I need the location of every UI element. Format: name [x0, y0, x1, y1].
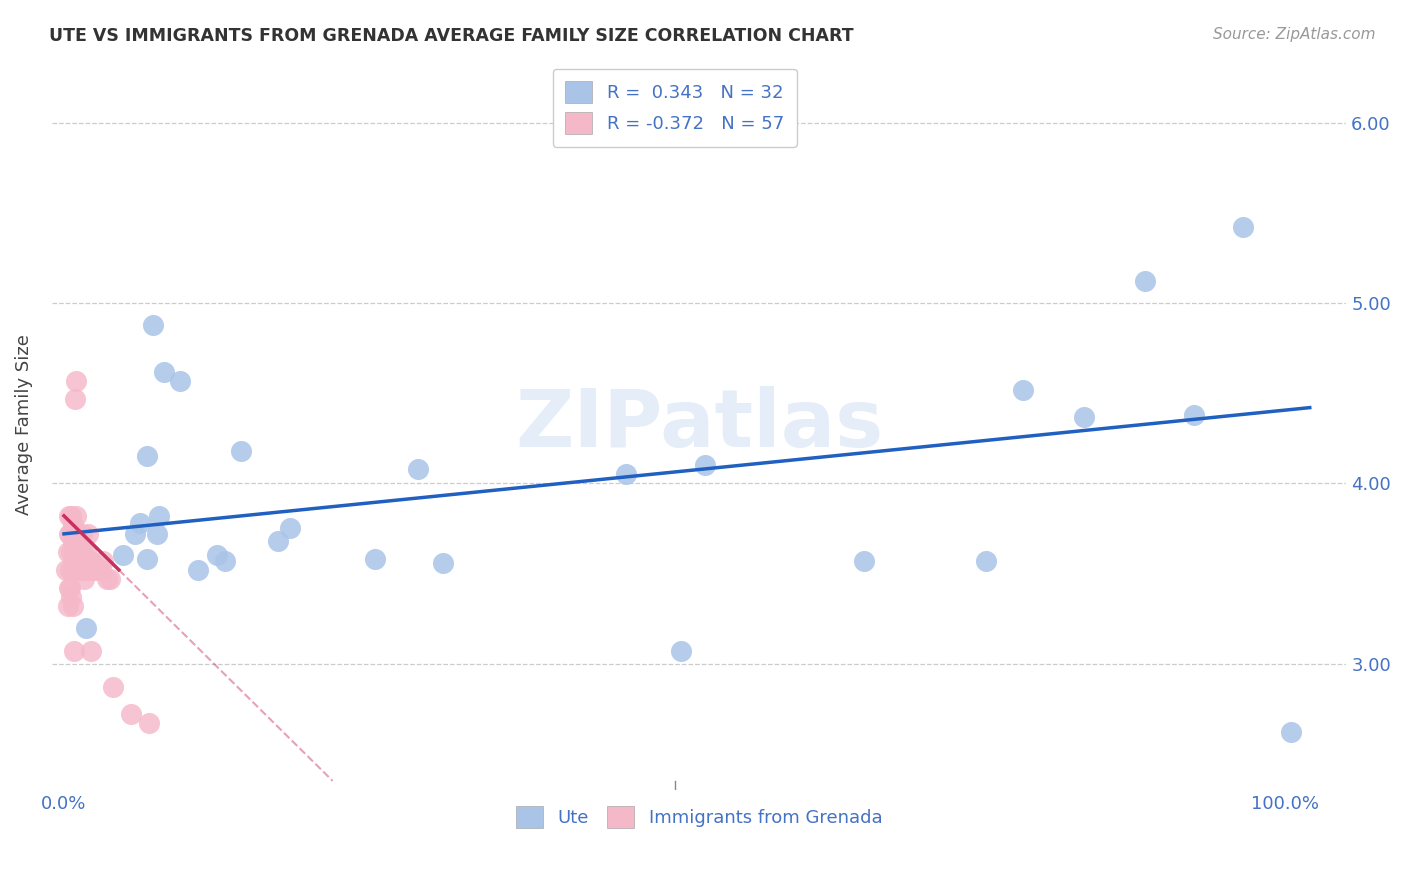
Point — [136, 450, 159, 464]
Point — [65, 554, 87, 568]
Point — [1011, 383, 1033, 397]
Point — [124, 526, 146, 541]
Y-axis label: Average Family Size: Average Family Size — [15, 334, 32, 516]
Point — [62, 526, 84, 541]
Point — [364, 552, 387, 566]
Point — [63, 563, 86, 577]
Point — [83, 563, 105, 577]
Point — [111, 549, 134, 563]
Point — [55, 563, 77, 577]
Point — [80, 644, 103, 658]
Point — [58, 581, 80, 595]
Point — [62, 554, 84, 568]
Point — [60, 545, 83, 559]
Point — [69, 545, 91, 559]
Point — [77, 526, 100, 541]
Point — [65, 536, 87, 550]
Point — [56, 599, 79, 613]
Point — [72, 526, 94, 541]
Text: Source: ZipAtlas.com: Source: ZipAtlas.com — [1212, 27, 1375, 42]
Point — [60, 508, 83, 523]
Point — [76, 554, 98, 568]
Point — [73, 563, 96, 577]
Point — [72, 572, 94, 586]
Point — [75, 621, 97, 635]
Point — [278, 521, 301, 535]
Point — [59, 581, 82, 595]
Point — [138, 716, 160, 731]
Point — [70, 554, 93, 568]
Point — [1182, 408, 1205, 422]
Point — [146, 526, 169, 541]
Point — [90, 563, 112, 577]
Point — [80, 554, 103, 568]
Point — [432, 556, 454, 570]
Point — [974, 554, 997, 568]
Legend: Ute, Immigrants from Grenada: Ute, Immigrants from Grenada — [509, 799, 890, 836]
Point — [120, 707, 142, 722]
Point — [148, 508, 170, 523]
Point — [62, 517, 84, 532]
Point — [128, 516, 150, 530]
Point — [62, 644, 84, 658]
Point — [1133, 274, 1156, 288]
Point — [852, 554, 875, 568]
Point — [69, 563, 91, 577]
Point — [62, 563, 84, 577]
Point — [67, 536, 90, 550]
Point — [169, 374, 191, 388]
Point — [75, 545, 97, 559]
Point — [72, 554, 94, 568]
Point — [614, 467, 637, 482]
Point — [1073, 409, 1095, 424]
Point — [83, 558, 105, 572]
Point — [63, 392, 86, 406]
Point — [91, 554, 114, 568]
Point — [229, 443, 252, 458]
Point — [87, 563, 110, 577]
Point — [136, 552, 159, 566]
Point — [187, 563, 209, 577]
Point — [70, 536, 93, 550]
Point — [214, 554, 236, 568]
Point — [65, 374, 87, 388]
Point — [406, 462, 429, 476]
Point — [142, 318, 165, 332]
Text: ZIPatlas: ZIPatlas — [515, 385, 883, 464]
Point — [62, 599, 84, 613]
Point — [205, 549, 228, 563]
Point — [72, 563, 94, 577]
Point — [65, 508, 87, 523]
Point — [67, 554, 90, 568]
Point — [58, 526, 80, 541]
Point — [267, 534, 290, 549]
Point — [62, 545, 84, 559]
Point — [100, 572, 122, 586]
Point — [58, 508, 80, 523]
Point — [62, 536, 84, 550]
Point — [77, 563, 100, 577]
Point — [153, 365, 176, 379]
Point — [63, 526, 86, 541]
Point — [72, 545, 94, 559]
Point — [63, 545, 86, 559]
Point — [101, 680, 124, 694]
Point — [60, 590, 83, 604]
Text: UTE VS IMMIGRANTS FROM GRENADA AVERAGE FAMILY SIZE CORRELATION CHART: UTE VS IMMIGRANTS FROM GRENADA AVERAGE F… — [49, 27, 853, 45]
Point — [59, 526, 82, 541]
Point — [66, 545, 89, 559]
Point — [1232, 220, 1254, 235]
Point — [1281, 725, 1303, 739]
Point — [56, 545, 79, 559]
Point — [669, 644, 692, 658]
Point — [695, 458, 717, 473]
Point — [66, 526, 89, 541]
Point — [96, 572, 118, 586]
Point — [59, 563, 82, 577]
